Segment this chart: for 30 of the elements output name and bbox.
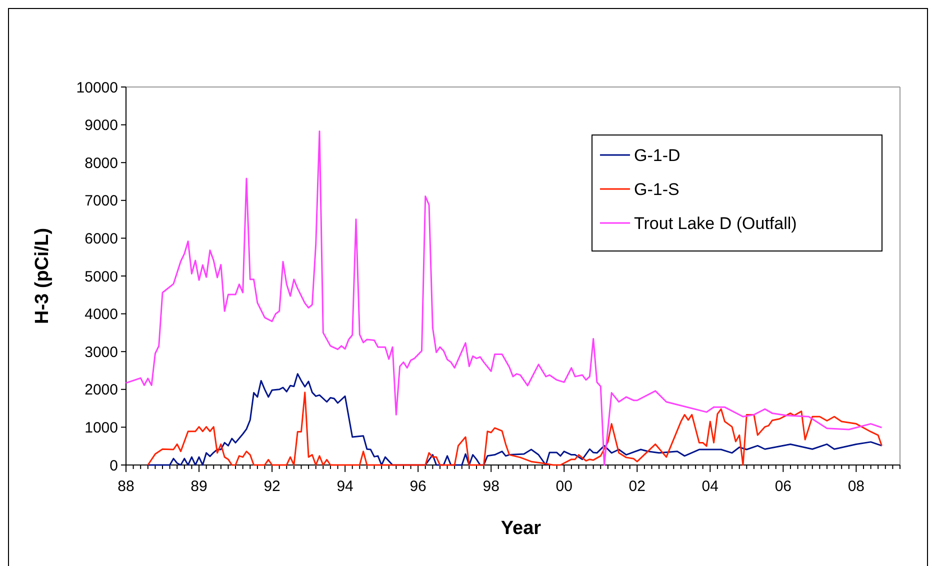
x-tick-label: 96 <box>410 478 426 495</box>
legend-label: G-1-S <box>634 180 680 199</box>
legend-label: Trout Lake D (Outfall) <box>634 214 797 233</box>
line-series <box>125 130 882 466</box>
x-tick-label: 92 <box>264 478 280 495</box>
y-tick-label: 0 <box>110 457 118 474</box>
line-series <box>147 392 882 466</box>
line-series <box>147 373 882 466</box>
legend-label: G-1-D <box>634 146 680 165</box>
y-tick-label: 8000 <box>84 154 118 172</box>
y-tick-label: 7000 <box>84 192 118 210</box>
x-tick-label: 08 <box>848 478 865 495</box>
y-axis-title: H-3 (pCi/L) <box>32 228 53 324</box>
y-tick-label: 1000 <box>84 419 118 436</box>
x-axis-title: Year <box>500 518 542 539</box>
y-tick-label: 3000 <box>84 344 118 361</box>
x-tick-label: 89 <box>190 478 208 495</box>
x-tick-label: 06 <box>774 478 792 495</box>
y-tick-label: 10000 <box>76 79 118 96</box>
y-tick-label: 6000 <box>84 230 118 248</box>
y-tick-label: 9000 <box>84 117 118 134</box>
y-tick-label: 4000 <box>84 306 118 324</box>
x-tick-label: 98 <box>482 478 500 495</box>
x-tick-label: 02 <box>628 478 646 495</box>
x-tick-label: 94 <box>336 478 354 495</box>
y-tick-label: 2000 <box>84 382 118 399</box>
x-tick-label: 00 <box>556 478 572 495</box>
x-tick-label: 88 <box>118 478 134 495</box>
x-tick-label: 04 <box>702 478 718 495</box>
y-tick-label: 5000 <box>84 268 118 286</box>
